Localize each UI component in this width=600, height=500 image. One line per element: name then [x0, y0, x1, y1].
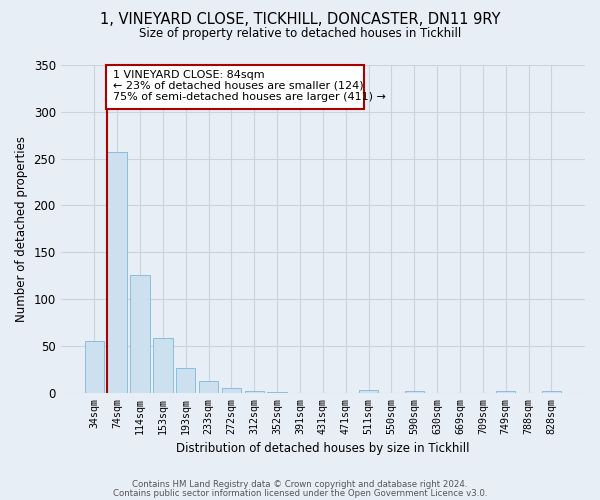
Text: Contains public sector information licensed under the Open Government Licence v3: Contains public sector information licen… — [113, 488, 487, 498]
Text: 75% of semi-detached houses are larger (411) →: 75% of semi-detached houses are larger (… — [113, 92, 386, 102]
Bar — [221, 388, 241, 393]
Bar — [85, 342, 104, 393]
Bar — [153, 338, 173, 393]
Bar — [176, 368, 196, 393]
Bar — [268, 392, 287, 393]
Bar — [107, 152, 127, 393]
Bar — [496, 391, 515, 393]
Text: 1 VINEYARD CLOSE: 84sqm: 1 VINEYARD CLOSE: 84sqm — [113, 70, 265, 80]
Bar — [404, 391, 424, 393]
X-axis label: Distribution of detached houses by size in Tickhill: Distribution of detached houses by size … — [176, 442, 470, 455]
Bar — [130, 275, 149, 393]
Text: ← 23% of detached houses are smaller (124): ← 23% of detached houses are smaller (12… — [113, 81, 364, 91]
Text: 1, VINEYARD CLOSE, TICKHILL, DONCASTER, DN11 9RY: 1, VINEYARD CLOSE, TICKHILL, DONCASTER, … — [100, 12, 500, 28]
Text: Contains HM Land Registry data © Crown copyright and database right 2024.: Contains HM Land Registry data © Crown c… — [132, 480, 468, 489]
FancyBboxPatch shape — [106, 65, 364, 109]
Bar — [245, 391, 264, 393]
Bar — [542, 391, 561, 393]
Bar — [199, 380, 218, 393]
Text: Size of property relative to detached houses in Tickhill: Size of property relative to detached ho… — [139, 28, 461, 40]
Y-axis label: Number of detached properties: Number of detached properties — [15, 136, 28, 322]
Bar — [359, 390, 378, 393]
